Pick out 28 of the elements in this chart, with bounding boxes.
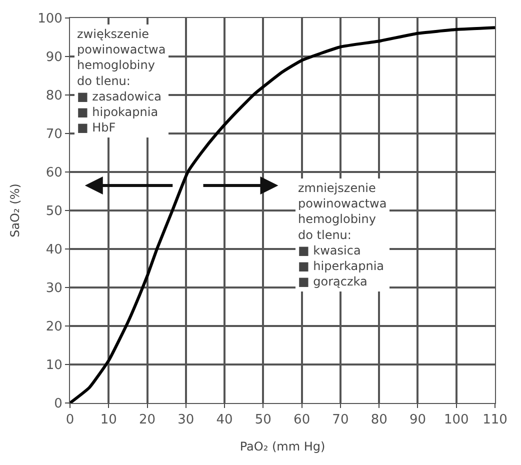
- y-tick-label: 30: [46, 281, 62, 296]
- x-tick-label: 50: [254, 412, 272, 428]
- x-tick-label: 60: [294, 412, 310, 428]
- x-tick-label: 90: [409, 412, 426, 428]
- y-tick-label: 80: [46, 88, 62, 104]
- x-tick-label: 20: [138, 412, 156, 428]
- x-tick-label: 80: [370, 412, 388, 428]
- annotation: zwiększenie powinowactwa hemoglobiny do tlenu: ■ zasadowica ■ hipokapnia ■ HbF: [77, 27, 166, 135]
- y-tick-label: 10: [46, 358, 62, 374]
- x-tick-label: 10: [100, 412, 117, 428]
- x-tick-label: 70: [332, 412, 349, 428]
- x-tick-label: 40: [216, 412, 233, 428]
- y-tick-label: 50: [46, 204, 62, 220]
- line-series: [70, 26, 495, 403]
- y-tick-label: 60: [46, 166, 62, 181]
- y-tick-label: 40: [46, 242, 62, 258]
- y-tick-label: 20: [46, 320, 62, 335]
- y-tick-label: 0: [54, 396, 62, 412]
- y-tick-label: 100: [38, 12, 62, 27]
- annotation: zmniejszenie powinowactwa hemoglobiny do tlenu: ■ kwasica ■ hiperkapnia ■ gorączka: [298, 181, 387, 289]
- x-tick-label: 0: [66, 412, 74, 428]
- x-axis-title: PaO₂ (mm Hg): [240, 440, 326, 454]
- y-tick-label: 90: [46, 50, 62, 66]
- x-tick-label: 100: [444, 412, 469, 428]
- y-axis-title: SaO₂ (%): [8, 184, 22, 238]
- x-tick-label: 30: [178, 412, 194, 428]
- y-tick-label: 70: [46, 127, 62, 142]
- x-tick-label: 110: [482, 412, 508, 428]
